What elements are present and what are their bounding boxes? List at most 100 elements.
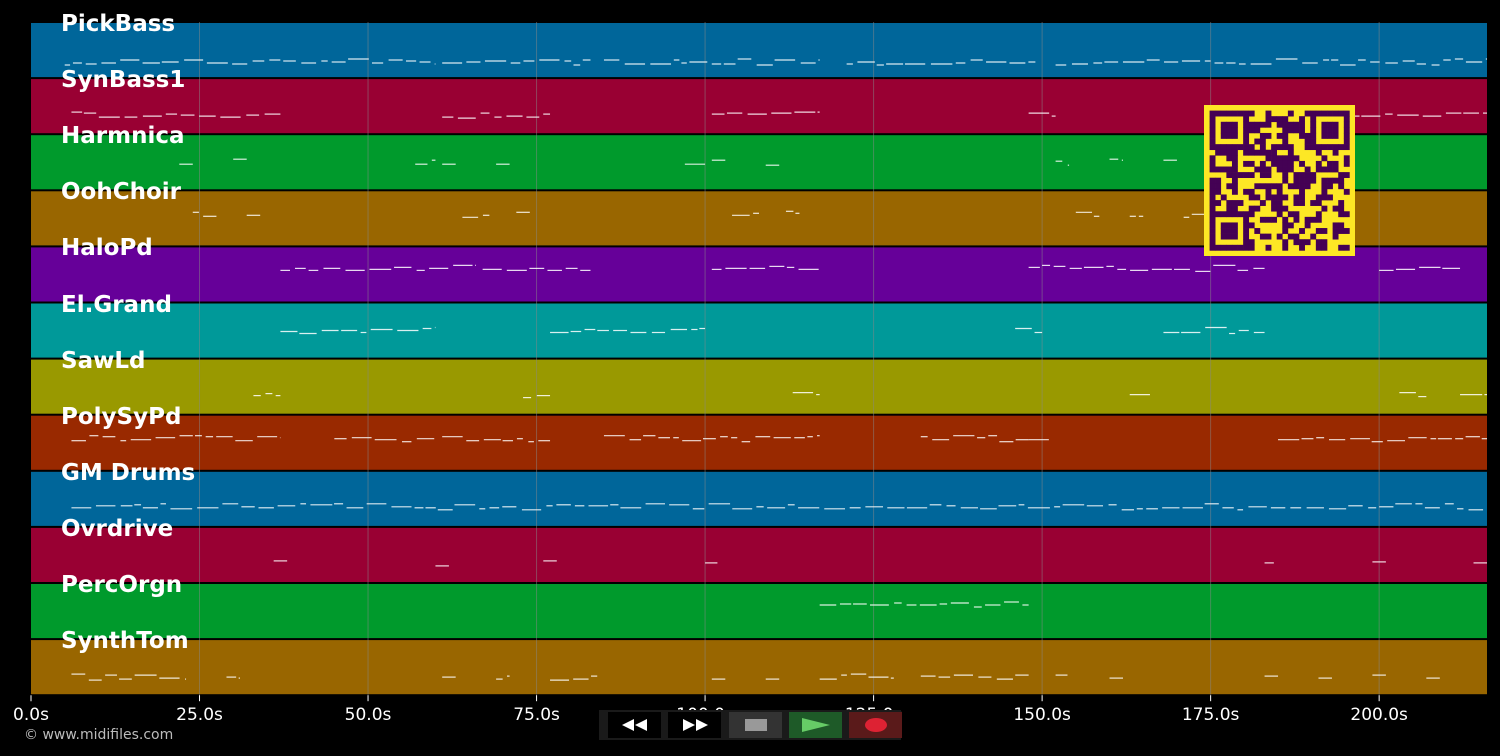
qr-module [1310, 200, 1317, 206]
qr-module [1327, 194, 1333, 201]
qr-module [1231, 110, 1238, 117]
qr-module [1237, 244, 1244, 251]
qr-module [1282, 222, 1289, 229]
qr-module [1304, 239, 1311, 246]
qr-module [1254, 138, 1261, 145]
qr-module [1338, 222, 1345, 229]
qr-module [1321, 177, 1328, 184]
qr-module [1226, 121, 1233, 128]
qr-module [1259, 149, 1266, 156]
qr-module [1226, 200, 1233, 206]
qr-module [1299, 183, 1305, 190]
qr-module [1327, 177, 1333, 184]
record-button[interactable] [849, 712, 902, 738]
qr-module [1293, 127, 1300, 134]
qr-module [1304, 132, 1311, 139]
qr-module [1332, 127, 1339, 134]
qr-module [1209, 110, 1216, 117]
qr-module [1310, 138, 1317, 145]
qr-module [1287, 110, 1294, 117]
qr-module [1271, 216, 1278, 223]
qr-module [1243, 121, 1250, 128]
qr-module [1327, 183, 1333, 190]
qr-module [1209, 177, 1216, 184]
qr-module [1276, 155, 1283, 162]
qr-module [1276, 144, 1283, 151]
play-button[interactable] [789, 712, 842, 738]
qr-module [1299, 228, 1305, 234]
qr-module [1315, 166, 1322, 173]
tick-label: 0.0s [13, 705, 49, 725]
qr-module [1254, 149, 1261, 156]
track-label: SynBass1 [61, 67, 186, 94]
qr-module [1304, 166, 1311, 173]
qr-module [1220, 166, 1227, 173]
qr-module [1209, 183, 1216, 190]
qr-module [1327, 121, 1333, 128]
qr-module [1215, 188, 1222, 195]
qr-module [1237, 172, 1244, 179]
qr-module [1209, 166, 1216, 173]
qr-module [1226, 222, 1233, 229]
qr-module [1220, 144, 1227, 151]
qr-module [1315, 239, 1322, 246]
qr-module [1276, 233, 1283, 240]
qr-module [1321, 239, 1328, 246]
qr-module [1243, 116, 1250, 123]
qr-module [1265, 116, 1272, 123]
qr-module [1343, 160, 1350, 167]
track-label: PercOrgn [61, 572, 183, 598]
qr-module [1265, 188, 1272, 195]
qr-module [1259, 121, 1266, 128]
qr-module [1248, 127, 1255, 134]
qr-module [1243, 132, 1250, 139]
rewind-button[interactable] [608, 712, 661, 738]
qr-module [1287, 166, 1294, 173]
qr-module [1215, 110, 1222, 117]
qr-module [1332, 110, 1339, 117]
stop-button[interactable] [729, 712, 782, 738]
qr-module [1315, 110, 1322, 117]
qr-module [1226, 205, 1233, 212]
qr-module [1248, 172, 1255, 179]
stop-icon [744, 719, 767, 731]
qr-module [1299, 172, 1305, 179]
qr-module [1209, 144, 1216, 151]
qr-module [1231, 149, 1238, 156]
qr-module [1231, 233, 1238, 240]
fast-forward-button[interactable] [668, 712, 721, 738]
qr-module [1243, 216, 1250, 223]
qr-module [1265, 132, 1272, 139]
qr-module [1282, 194, 1289, 201]
track-label: El.Grand [61, 291, 172, 318]
qr-module [1304, 110, 1311, 117]
track-label: HaloPd [61, 235, 153, 262]
qr-module [1321, 188, 1328, 195]
qr-module [1231, 244, 1238, 251]
qr-module [1209, 138, 1216, 145]
qr-module [1248, 121, 1255, 128]
qr-module [1343, 127, 1350, 134]
qr-module [1231, 121, 1238, 128]
qr-module [1321, 121, 1328, 128]
qr-module [1287, 155, 1294, 162]
qr-module [1293, 172, 1300, 179]
qr-module [1343, 172, 1350, 179]
qr-module [1343, 132, 1350, 139]
tick-label: 175.0s [1181, 705, 1240, 725]
qr-module [1226, 127, 1233, 134]
qr-module [1304, 177, 1311, 184]
qr-module [1321, 110, 1328, 117]
qr-module [1343, 110, 1350, 117]
qr-module [1259, 160, 1266, 167]
qr-module [1338, 205, 1345, 212]
tick-label: 50.0s [344, 705, 392, 725]
qr-module [1231, 211, 1238, 218]
qr-module [1282, 132, 1289, 139]
qr-module [1338, 183, 1345, 190]
qr-module [1220, 228, 1227, 234]
track-label: PolySyPd [61, 403, 182, 430]
qr-module [1321, 155, 1328, 162]
qr-module [1248, 194, 1255, 201]
qr-module [1276, 200, 1283, 206]
